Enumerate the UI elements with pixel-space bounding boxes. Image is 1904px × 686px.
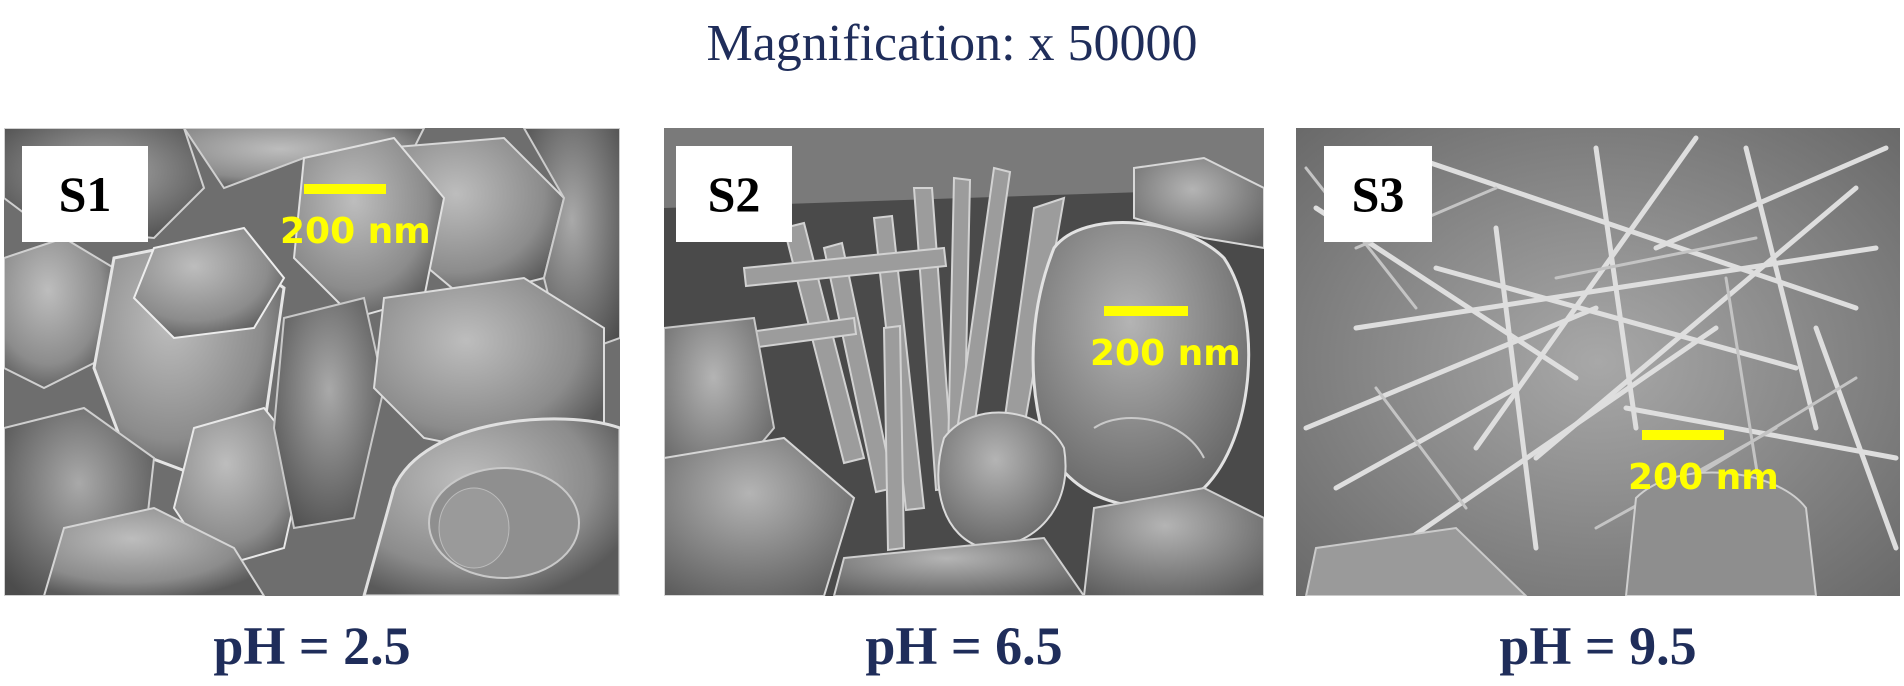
- magnification-title: Magnification: x 50000: [706, 15, 1198, 72]
- sample-label-s3: S3: [1324, 146, 1432, 242]
- scale-bar-label: 200 nm: [280, 211, 431, 252]
- scale-bar-line: [1104, 306, 1188, 316]
- sem-panel-s2: S2 200 nm: [664, 128, 1264, 596]
- scale-bar-line: [304, 184, 386, 194]
- sem-panel-s3: S3 200 nm: [1296, 128, 1900, 596]
- sample-label-s2: S2: [676, 146, 792, 242]
- scale-bar-label: 200 nm: [1090, 333, 1241, 374]
- scale-bar-label: 200 nm: [1628, 457, 1779, 498]
- scale-bar-line: [1642, 430, 1724, 440]
- sem-image-s1: [4, 128, 620, 596]
- caption-ph-s1: pH = 2.5: [213, 616, 411, 676]
- sem-panel-s1: S1 200 nm: [4, 128, 620, 596]
- caption-ph-s2: pH = 6.5: [865, 616, 1063, 676]
- caption-ph-s3: pH = 9.5: [1499, 616, 1697, 676]
- sample-label-s1: S1: [22, 146, 148, 242]
